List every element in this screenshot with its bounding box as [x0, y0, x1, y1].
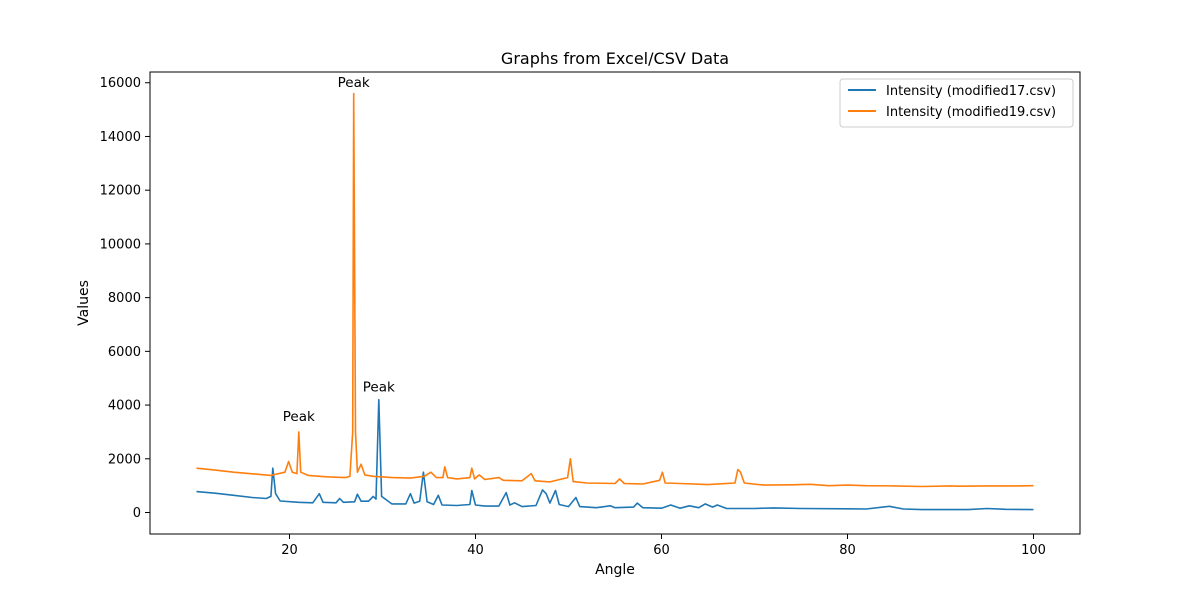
x-tick-label-4: 100 [1021, 543, 1046, 558]
x-tick-label-0: 20 [281, 543, 298, 558]
y-ticks: 0 2000 4000 6000 8000 10000 12000 14000 16000 [100, 76, 150, 521]
x-tick-label-1: 40 [467, 543, 484, 558]
y-tick-label-8: 16000 [100, 76, 141, 91]
series-line-1 [196, 92, 1034, 488]
x-ticks: 20 40 60 80 100 [281, 534, 1046, 558]
series-group [196, 92, 1034, 511]
y-tick-label-3: 6000 [108, 345, 141, 360]
peak-annotation-0: Peak [283, 409, 315, 425]
y-tick-label-6: 12000 [100, 184, 141, 199]
y-tick-label-5: 10000 [100, 237, 141, 252]
x-axis-title: Angle [595, 562, 635, 578]
y-tick-label-1: 2000 [108, 452, 141, 467]
peak-annotation-2: Peak [363, 380, 395, 396]
series-line-0 [196, 398, 1034, 511]
y-tick-label-2: 4000 [108, 399, 141, 414]
legend: Intensity (modified17.csv) Intensity (mo… [839, 78, 1074, 128]
y-tick-label-7: 14000 [100, 130, 141, 145]
legend-label-1: Intensity (modified19.csv) [886, 105, 1056, 120]
peak-annotation-1: Peak [338, 75, 370, 91]
chart-title: Graphs from Excel/CSV Data [501, 49, 729, 68]
y-tick-label-4: 8000 [108, 291, 141, 306]
plot-frame [149, 71, 1081, 535]
legend-box [839, 78, 1074, 128]
legend-label-0: Intensity (modified17.csv) [886, 84, 1056, 99]
x-tick-label-3: 80 [839, 543, 856, 558]
annotations: Peak Peak Peak [283, 75, 395, 425]
x-tick-label-2: 60 [653, 543, 670, 558]
y-tick-label-0: 0 [133, 506, 141, 521]
y-axis-title: Values [76, 280, 92, 326]
